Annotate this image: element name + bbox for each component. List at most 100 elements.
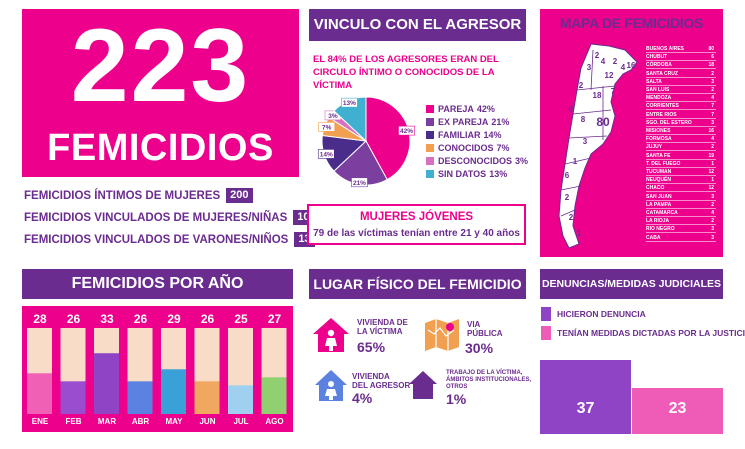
bar-value-label: 26	[66, 312, 81, 326]
lugar-pct-2: 4%	[352, 390, 373, 406]
province-name: LA RIOJA	[646, 218, 670, 225]
province-value: 2	[711, 144, 714, 151]
province-value: 19	[708, 152, 714, 159]
jovenes-box: MUJERES JÓVENES 79 de las víctimas tenía…	[307, 204, 526, 245]
vinculo-subtitle: EL 84% DE LOS AGRESORES ERAN DEL CIRCULO…	[313, 54, 499, 91]
svg-text:21%: 21%	[353, 180, 366, 187]
map-value-label: 4	[621, 63, 626, 72]
lugar-pct-0: 65%	[357, 339, 386, 355]
map-value-label: 2	[613, 57, 618, 66]
map-value-label: 3	[587, 63, 592, 72]
province-value: 7	[711, 103, 714, 110]
legend-label: SIN DATOS	[438, 168, 487, 179]
province-row: ENTRE RIOS 7	[646, 112, 716, 119]
province-name: MENDOZA	[646, 95, 672, 102]
bar-value-label: 25	[234, 312, 248, 326]
pie-data-label: 13%	[341, 97, 358, 108]
province-value: 6	[711, 54, 714, 61]
province-name: SANTA FE	[646, 152, 671, 159]
province-row: LA RIOJA 2	[646, 218, 716, 226]
legend-label: FAMILIAR	[438, 129, 481, 140]
denuncias-bar	[632, 388, 723, 434]
bar-category-label: JUN	[199, 417, 216, 426]
province-value: 2	[711, 70, 714, 77]
province-row: SGO. DEL ESTERO 3	[646, 120, 716, 127]
bar-category-label: MAR	[97, 417, 117, 426]
pie-legend-item: CONOCIDOS 7%	[426, 142, 513, 153]
province-value: 80	[708, 46, 714, 52]
stat-value: 200	[226, 188, 253, 203]
province-row: NEUQUÉN 1	[646, 177, 716, 185]
pie-data-label: 42%	[398, 125, 415, 136]
map-value-label: 0	[569, 105, 574, 114]
province-row: SAN LUIS 2	[646, 87, 716, 94]
bar-value-label: 27	[267, 312, 282, 326]
stat-row: FEMICIDIOS VINCULADOS DE VARONES/NIÑOS 1…	[24, 231, 315, 248]
bar-ene	[27, 373, 52, 414]
province-row: CORRIENTES 7	[646, 103, 716, 111]
lugar-label-3: TRABAJO DE LA VÍCTIMA, ÁMBITOS INSTITUCI…	[446, 370, 532, 390]
province-row: SANTA FE 19	[646, 153, 716, 160]
map-value-label: 18	[593, 91, 602, 100]
legend-value: 3%	[515, 155, 529, 166]
pie-legend-item: PAREJA 42%	[426, 103, 498, 114]
svg-text:3%: 3%	[328, 113, 338, 120]
bar-value-label: 28	[33, 312, 47, 326]
province-row: CABA 3	[646, 235, 716, 242]
stat-label: FEMICIDIOS VINCULADOS DE VARONES/NIÑOS	[24, 233, 289, 246]
monthly-bars	[27, 328, 287, 414]
bar-value-label: 33	[100, 312, 114, 326]
province-name: LA PAMPA	[646, 201, 672, 208]
denuncias-legend-item: HICIERON DENUNCIA	[541, 307, 646, 321]
bar-jun	[194, 381, 220, 414]
province-row: T. DEL FUEGO 1	[646, 161, 716, 168]
map-value-label: 4	[601, 57, 606, 66]
pie-legend-item: FAMILIAR 14%	[426, 129, 505, 140]
lugar-label-1: VIA PÚBLICA	[467, 320, 503, 338]
province-row: MISIONES 16	[646, 128, 716, 135]
map-value-label: 1	[577, 229, 582, 238]
pie-data-label: 14%	[317, 149, 335, 159]
denuncias-bar-chart	[540, 360, 723, 434]
bar-jul	[228, 385, 253, 414]
legend-label: DESCONOCIDOS	[438, 155, 513, 166]
bar-category-label: MAY	[165, 417, 183, 426]
map-value-label: 12	[605, 71, 614, 80]
province-value: 18	[708, 62, 714, 69]
province-value: 3	[711, 193, 714, 200]
bar-ago	[261, 377, 287, 414]
legend-value: 42%	[476, 103, 495, 114]
pie-data-label: 7%	[318, 122, 335, 132]
province-row: JUJUY 2	[646, 144, 716, 152]
map-value-label: 2	[565, 193, 570, 202]
legend-label: EX PAREJA	[438, 116, 489, 127]
province-name: SALTA	[646, 78, 662, 85]
bar-abr	[127, 381, 153, 414]
bar-category-label: JUL	[233, 417, 249, 426]
legend-swatch	[541, 326, 551, 340]
province-row: BUENOS AIRES 80	[646, 46, 716, 53]
bar-value-label: 29	[167, 312, 181, 326]
map-value-label: 1	[573, 157, 578, 166]
map-value-label: 16	[627, 61, 636, 70]
lugar-label-2: VIVIENDA DEL AGRESOR	[352, 372, 411, 390]
denuncias-legend-item: TENÍAN MEDIDAS DICTADAS POR LA JUSTICIA	[541, 326, 745, 340]
bar-feb	[60, 381, 86, 414]
province-name: MISIONES	[646, 128, 671, 134]
province-row: SAN JUAN 3	[646, 194, 716, 201]
vinculo-pie-chart: 42% 21% 14% 7% 3% 13%	[317, 96, 415, 188]
map-value-label: 2	[579, 81, 584, 90]
denuncias-bar	[540, 360, 631, 434]
province-value: 3	[711, 234, 714, 241]
province-row: SALTA 3	[646, 79, 716, 86]
province-value: 12	[708, 185, 714, 192]
vinculo-title: VINCULO CON EL AGRESOR	[309, 9, 526, 41]
province-name: BUENOS AIRES	[646, 46, 684, 52]
province-name: RIO NEGRO	[646, 226, 675, 233]
legend-swatch	[426, 130, 434, 139]
province-name: JUJUY	[646, 144, 663, 151]
jovenes-text: 79 de las víctimas tenían entre 21 y 40 …	[313, 228, 520, 239]
bar-category-label: ABR	[131, 417, 150, 426]
pie-legend-item: DESCONOCIDOS 3%	[426, 155, 531, 166]
